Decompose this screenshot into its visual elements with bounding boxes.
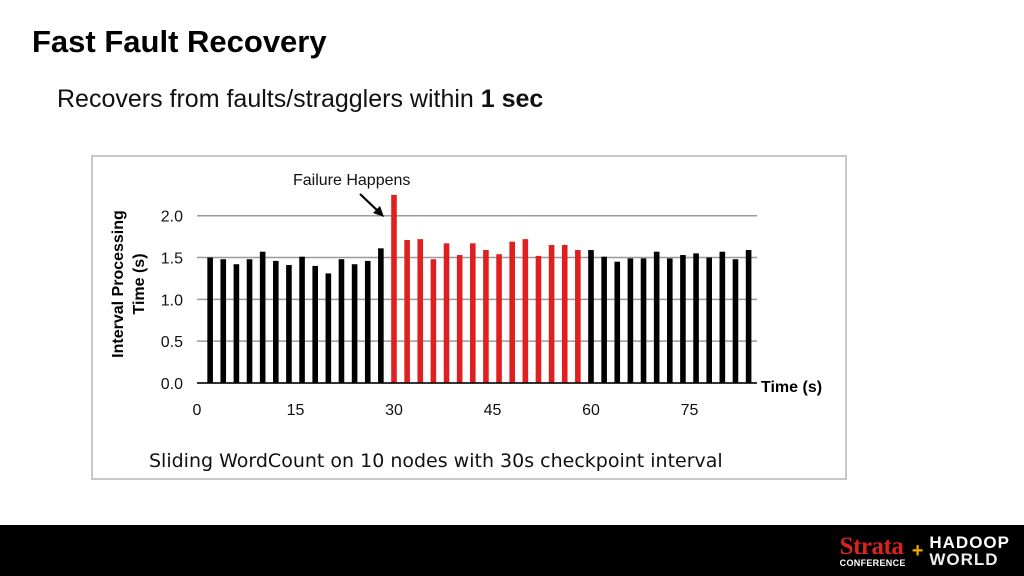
- bar: [207, 257, 213, 383]
- bar: [601, 256, 607, 383]
- x-tick-label: 15: [287, 402, 305, 419]
- y-axis-label-line-2: Time (s): [131, 253, 148, 314]
- bar: [575, 250, 581, 383]
- axes: 0.0 0.5 1.0 1.5 2.0 0 15 30 45 60 75: [161, 209, 757, 419]
- slide-subtitle: Recovers from faults/stragglers within 1…: [57, 85, 543, 114]
- bar: [496, 254, 502, 383]
- chart-figure: 0.0 0.5 1.0 1.5 2.0 0 15 30 45 60 75 Interval Proc…: [91, 155, 847, 480]
- bar: [653, 251, 660, 383]
- event-logo: Strata CONFERENCE + HADOOP WORLD: [840, 533, 1010, 569]
- strata-wordmark: Strata: [839, 533, 904, 560]
- bar: [312, 265, 318, 383]
- x-tick-label: 45: [484, 402, 502, 419]
- y-tick-label: 0.0: [161, 376, 183, 393]
- bar: [470, 243, 476, 383]
- bar: [548, 245, 555, 383]
- bar: [299, 256, 305, 383]
- plus-sign: +: [911, 539, 924, 562]
- bar: [325, 273, 332, 383]
- gridlines: [197, 214, 757, 384]
- bar: [522, 239, 529, 383]
- bar: [220, 259, 227, 383]
- bar: [667, 258, 673, 383]
- bar-chart: 0.0 0.5 1.0 1.5 2.0 0 15 30 45 60 75 Interval Proc…: [110, 172, 822, 472]
- bars: [207, 194, 752, 383]
- chart-caption: Sliding WordCount on 10 nodes with 30s c…: [149, 450, 723, 472]
- bar: [588, 250, 594, 383]
- bar: [627, 258, 634, 383]
- hadoop-wordmark: HADOOP: [929, 533, 1010, 552]
- bar: [614, 261, 621, 383]
- x-tick-label: 0: [193, 402, 202, 419]
- bar: [246, 259, 253, 383]
- bar: [259, 251, 266, 383]
- y-tick-label: 1.0: [161, 292, 183, 309]
- strata-conference-text: CONFERENCE: [839, 558, 906, 568]
- bar: [286, 265, 292, 383]
- bar: [693, 253, 699, 383]
- slide-title: Fast Fault Recovery: [32, 24, 327, 59]
- bar: [443, 243, 450, 383]
- bar: [404, 239, 410, 383]
- bar: [233, 264, 240, 383]
- bar: [719, 251, 726, 383]
- bar: [535, 255, 542, 383]
- bar: [338, 259, 345, 383]
- y-axis-label-line-1: Interval Processing: [110, 210, 127, 358]
- y-tick-label: 1.5: [161, 251, 183, 268]
- x-axis-label: Time (s): [761, 379, 822, 396]
- bar: [430, 259, 437, 383]
- bar: [456, 255, 463, 383]
- bar: [732, 259, 739, 383]
- y-tick-label: 2.0: [161, 209, 183, 226]
- x-tick-label: 60: [582, 402, 600, 419]
- hadoop-world-logo: HADOOP WORLD: [929, 534, 1010, 568]
- bar: [680, 255, 686, 383]
- annotation-arrow: [359, 193, 384, 217]
- bar: [561, 245, 568, 383]
- world-wordmark: WORLD: [929, 550, 999, 569]
- y-tick-label: 0.5: [161, 334, 183, 351]
- bar: [483, 250, 489, 383]
- bar: [640, 258, 647, 383]
- bar: [351, 264, 358, 383]
- bar: [745, 250, 752, 383]
- footer-bar: Strata CONFERENCE + HADOOP WORLD: [0, 525, 1024, 576]
- subtitle-emphasis: 1 sec: [480, 85, 544, 113]
- failure-annotation: Failure Happens: [293, 172, 410, 189]
- bar: [509, 241, 515, 383]
- x-tick-label: 75: [681, 402, 699, 419]
- bar: [364, 260, 371, 383]
- x-tick-label: 30: [385, 402, 403, 419]
- strata-logo: Strata CONFERENCE: [840, 534, 906, 568]
- bar: [273, 260, 279, 383]
- bar: [391, 194, 397, 383]
- bar: [706, 257, 712, 383]
- bar: [378, 248, 384, 383]
- subtitle-text: Recovers from faults/stragglers within: [57, 85, 481, 113]
- bar: [417, 239, 424, 383]
